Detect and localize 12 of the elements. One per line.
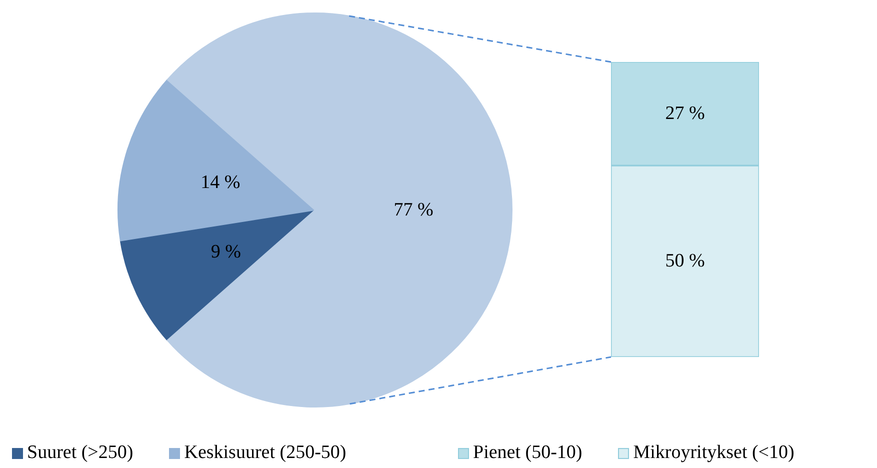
legend-label: Keskisuuret (250-50) <box>184 442 346 464</box>
legend-label: Mikroyritykset (<10) <box>633 442 794 464</box>
data-label: 27 % <box>665 103 705 124</box>
pie-slice <box>120 210 316 341</box>
data-label: 14 % <box>200 172 240 194</box>
legend-label: Suuret (>250) <box>27 442 134 464</box>
data-label: 9 % <box>210 241 242 262</box>
legend-label: Pienet (50-10) <box>473 442 582 464</box>
data-label: 50 % <box>665 250 705 272</box>
data-label: 77 % <box>394 200 434 220</box>
pie-slice <box>118 79 316 242</box>
pie-slice <box>166 12 512 408</box>
